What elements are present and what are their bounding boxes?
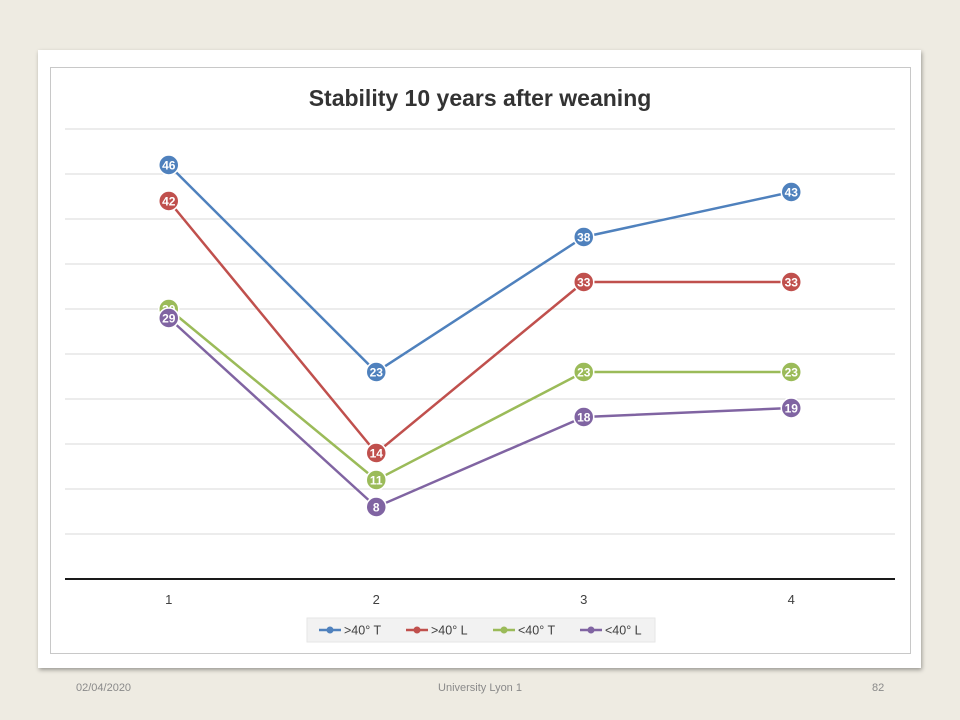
data-label: 46 (162, 159, 176, 173)
series-line (167, 164, 792, 374)
data-label: 8 (373, 501, 380, 515)
data-point (573, 271, 595, 293)
legend-label: >40° L (431, 624, 468, 638)
data-point (365, 442, 387, 464)
data-label: 11 (370, 474, 383, 488)
data-point (780, 397, 802, 419)
legend-item: <40° T (493, 624, 555, 638)
data-label: 19 (785, 402, 799, 416)
data-label: 43 (785, 186, 799, 200)
data-label: 38 (577, 231, 591, 245)
series-line (167, 200, 792, 455)
data-point (365, 361, 387, 383)
series-line (167, 317, 792, 509)
footer-date: 02/04/2020 (76, 682, 132, 694)
chart-title: Stability 10 years after weaning (309, 85, 652, 111)
data-label: 33 (785, 276, 799, 290)
legend-item: >40° L (406, 624, 468, 638)
x-tick-label: 3 (580, 592, 587, 607)
footer-page-number: 82 (872, 682, 885, 694)
data-label: 23 (785, 366, 799, 380)
x-axis: 1 2 3 4 (65, 578, 895, 607)
legend-marker (500, 626, 508, 634)
series: 29 8 18 19 (158, 307, 802, 518)
data-point (365, 496, 387, 518)
chart-frame (50, 67, 911, 654)
x-tick-label: 2 (373, 592, 380, 607)
data-label: 42 (162, 195, 176, 209)
data-label: 14 (370, 447, 384, 461)
legend-marker (587, 626, 595, 634)
data-label: 18 (577, 411, 591, 425)
legend-label: <40° T (518, 624, 555, 638)
data-point (780, 361, 802, 383)
data-point (780, 181, 802, 203)
data-point (573, 406, 595, 428)
footer-center-text: University Lyon 1 (438, 682, 522, 694)
data-point (573, 361, 595, 383)
data-label: 33 (577, 276, 591, 290)
x-tick-label: 1 (165, 592, 172, 607)
legend-label: <40° L (605, 624, 642, 638)
data-point (780, 271, 802, 293)
legend-marker (326, 626, 334, 634)
data-label: 23 (370, 366, 384, 380)
legend-marker (413, 626, 421, 634)
series: 42 14 33 33 (158, 190, 802, 464)
data-label: 29 (162, 312, 176, 326)
data-point (573, 226, 595, 248)
gridlines (65, 128, 895, 535)
legend-item: <40° L (580, 624, 642, 638)
legend-label: >40° T (344, 624, 381, 638)
data-point (365, 469, 387, 491)
series: 46 23 38 43 (158, 154, 802, 383)
x-tick-label: 4 (788, 592, 795, 607)
data-point (158, 154, 180, 176)
legend: >40° T >40° L <40° T <40° L (306, 617, 656, 643)
data-label: 23 (577, 366, 591, 380)
series-line (167, 308, 792, 482)
data-point (158, 307, 180, 329)
data-point (158, 190, 180, 212)
legend-item: >40° T (319, 624, 381, 638)
series-group: 4623384342143333301123232981819 (158, 154, 802, 518)
